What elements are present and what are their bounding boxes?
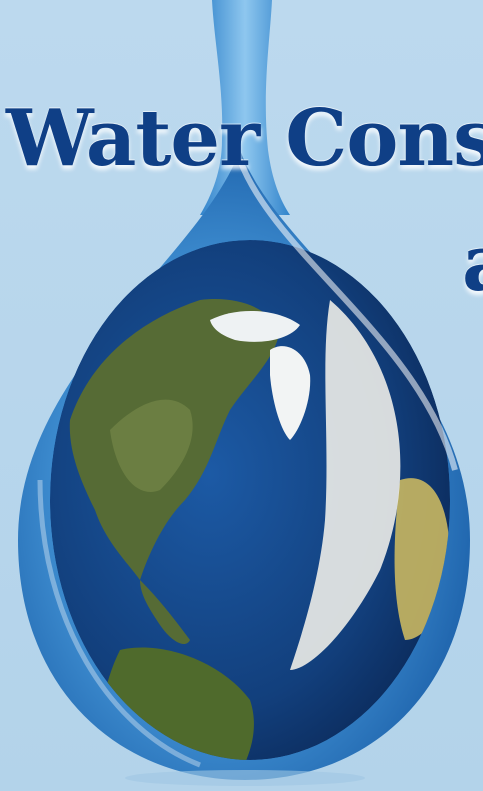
- drop-highlight: [290, 300, 401, 670]
- earth-globe: [50, 240, 450, 760]
- headline-line-2: a: [462, 225, 483, 303]
- headline-line-1: Water Cons: [6, 93, 483, 184]
- greenland-ice: [270, 346, 311, 440]
- water-stream: [200, 0, 290, 215]
